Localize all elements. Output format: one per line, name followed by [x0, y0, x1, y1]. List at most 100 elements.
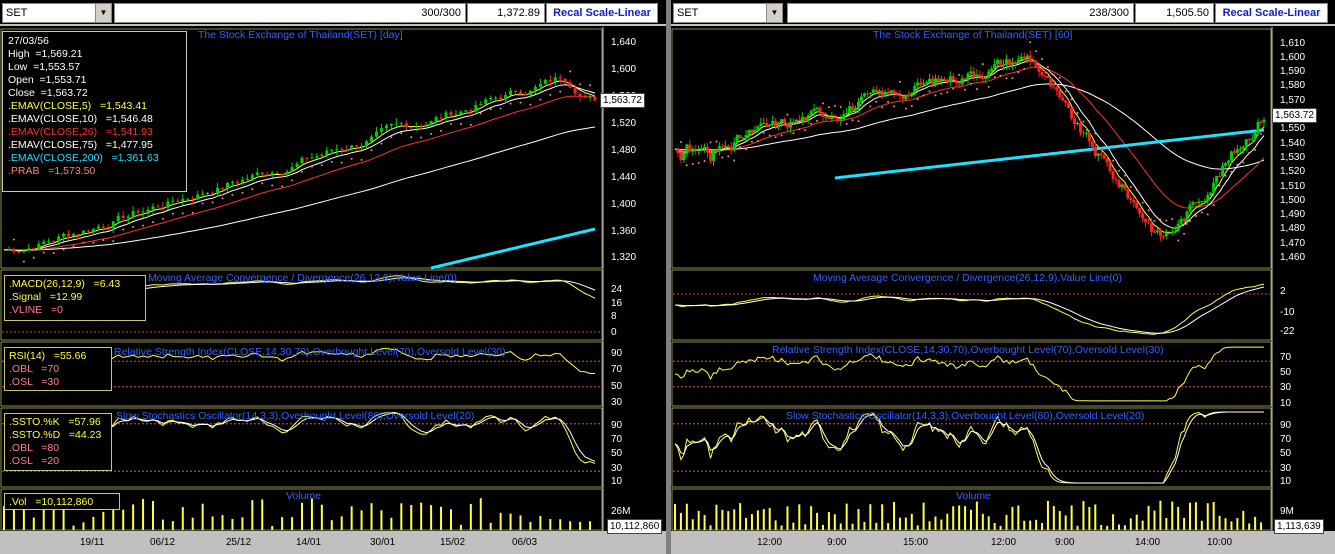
candle-body — [514, 90, 518, 92]
ema200-line — [834, 128, 1265, 180]
symbol-select[interactable]: SET ▼ — [2, 3, 112, 23]
chevron-down-icon[interactable]: ▼ — [95, 4, 111, 22]
chevron-down-icon[interactable]: ▼ — [766, 4, 782, 22]
chart-canvas[interactable]: 12:00 9:00 15:00 12:00 9:00 14:00 10:00 1,610 1,… — [671, 0, 1335, 554]
sar-dot — [1171, 218, 1174, 221]
ema200-line — [430, 227, 596, 270]
candle-body — [216, 187, 220, 195]
candle-body — [933, 78, 937, 85]
candle-body — [780, 119, 784, 123]
candle-body — [1076, 122, 1080, 125]
symbol-select[interactable]: SET ▼ — [673, 3, 783, 23]
price-axis-label: 1,520 — [611, 118, 636, 129]
sar-dot — [589, 84, 592, 87]
candle-body — [720, 146, 724, 148]
candle-body — [280, 173, 284, 175]
candle-body — [682, 153, 686, 161]
volume-bar — [697, 510, 700, 530]
candle-body — [963, 78, 967, 80]
candle-body — [225, 182, 229, 189]
rsi-title: Relative Strength Index(CLOSE,14,30,70),… — [114, 346, 506, 358]
macd-line — [674, 283, 1265, 335]
candle-body — [1031, 61, 1035, 63]
candle-body — [1090, 141, 1094, 147]
volume-bar — [479, 498, 482, 530]
x-tick-label: 14/01 — [296, 537, 321, 548]
candle-body — [1185, 211, 1189, 221]
sar-dot — [1206, 213, 1209, 216]
recal-scale-button[interactable]: Recal Scale-Linear — [546, 3, 658, 23]
candle-body — [1093, 146, 1097, 156]
sar-dot — [798, 128, 801, 131]
volume-bar — [1212, 502, 1215, 530]
sar-dot — [679, 141, 682, 144]
volume-bar — [161, 519, 164, 530]
volume-bar — [679, 512, 682, 530]
sar-dot — [691, 162, 694, 165]
sar-dot — [1082, 120, 1085, 123]
volume-bar — [875, 522, 878, 530]
toolbar: SET ▼ 300/300 1,372.89 Recal Scale-Linea… — [0, 0, 666, 26]
pane-border — [671, 269, 1272, 341]
sar-dot — [231, 193, 234, 196]
volume-bar — [1064, 515, 1067, 530]
volume-axis-label: 26M — [611, 506, 630, 517]
candle-body — [1147, 222, 1151, 224]
volume-bar — [881, 504, 884, 530]
candle-body — [925, 82, 929, 84]
sar-dot — [1094, 132, 1097, 135]
chart-panel-daily[interactable]: SET ▼ 300/300 1,372.89 Recal Scale-Linea… — [0, 0, 666, 554]
sar-dot — [459, 122, 462, 125]
legend-low: Low =1,553.57 — [8, 61, 81, 73]
price-axis-label: 1,460 — [1280, 252, 1305, 263]
candle-body — [201, 193, 205, 195]
candle-body — [67, 233, 71, 237]
candle-body — [558, 77, 562, 79]
sar-dot — [1230, 170, 1233, 173]
sar-dot — [851, 119, 854, 122]
volume-bar — [271, 525, 274, 530]
sar-dot — [987, 85, 990, 88]
volume-bar — [72, 525, 75, 530]
sar-dot — [390, 136, 393, 139]
candle-body — [851, 106, 855, 111]
rsi-legend: RSI(14) =55.66 .OBL =70 .OSL =30 — [4, 347, 112, 391]
candle-body — [52, 240, 56, 242]
price-axis-label: 1,490 — [1280, 209, 1305, 220]
candle-body — [700, 148, 704, 150]
candle-body — [230, 181, 234, 183]
x-tick-label: 12:00 — [757, 537, 782, 548]
volume-bar — [1171, 501, 1174, 530]
count-field: 238/300 — [787, 3, 1134, 23]
chart-panel-60min[interactable]: SET ▼ 238/300 1,505.50 Recal Scale-Linea… — [671, 0, 1335, 554]
sar-dot — [72, 245, 75, 248]
volume-bar — [42, 501, 45, 530]
rsi-line — [674, 346, 1264, 402]
symbol-value: SET — [677, 7, 699, 19]
candle-body — [221, 187, 225, 189]
volume-bar — [1153, 510, 1156, 530]
candle-body — [305, 157, 309, 159]
sar-dot — [1100, 138, 1103, 141]
sar-dot — [839, 105, 842, 108]
candle-body — [1058, 90, 1062, 98]
sar-dot — [975, 88, 978, 91]
volume-bar — [1248, 523, 1251, 530]
candle-body — [553, 77, 557, 82]
volume-bar — [151, 500, 154, 530]
x-tick-label: 19/11 — [80, 537, 105, 548]
volume-bar — [449, 509, 452, 530]
sar-dot — [132, 225, 135, 228]
sar-dot — [898, 80, 901, 83]
recal-scale-button[interactable]: Recal Scale-Linear — [1215, 3, 1328, 23]
candle-body — [240, 179, 244, 183]
sar-dot — [733, 159, 736, 162]
legend-close: Close =1,563.72 — [8, 87, 88, 99]
volume-bar — [132, 504, 135, 530]
volume-bar — [1206, 503, 1209, 530]
candle-body — [414, 126, 418, 128]
candle-body — [1241, 146, 1245, 149]
x-tick-label: 06/12 — [150, 537, 175, 548]
sar-dot — [360, 158, 363, 161]
sar-dot — [1236, 163, 1239, 166]
